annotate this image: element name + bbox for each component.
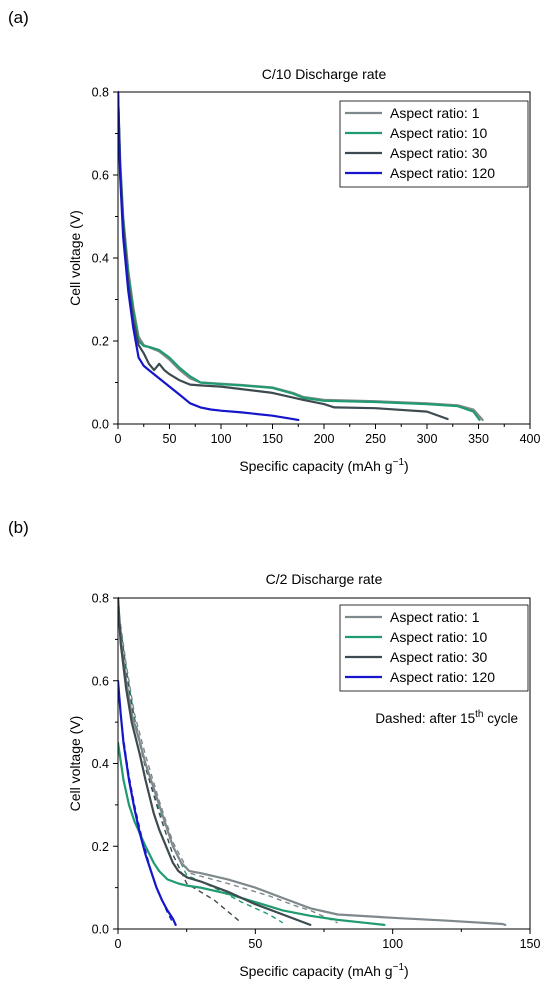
dashed-series-line-3 [118,688,174,924]
x-tick-label: 50 [163,432,177,446]
chart-title: C/2 Discharge rate [266,571,383,587]
legend: Aspect ratio: 1 Aspect ratio: 10 Aspect ra… [339,100,529,188]
dashed-series-line-0 [118,606,338,924]
legend-entry-label: Aspect ratio: 1 [390,609,480,625]
x-tick-label: 50 [248,937,262,951]
chart-title: C/10 Discharge rate [262,66,387,82]
x-tick-label: 100 [211,432,232,446]
y-tick-label: 0.8 [92,86,109,100]
y-tick-label: 0.0 [92,923,109,937]
legend-entry-label: Aspect ratio: 30 [390,649,487,665]
legend-entry-label: Aspect ratio: 120 [390,165,495,181]
legend-entry-label: Aspect ratio: 10 [390,125,487,141]
series-line-3 [118,90,300,421]
x-axis-label-sup: −1 [393,457,405,468]
x-axis-label-main: Specific capacity (mAh g [239,963,392,979]
chart-panel-a: C/10 Discharge rate 0 50 100 150 200 250 300 350… [67,66,540,474]
dashed-note-main: Dashed: after 15 [375,711,475,726]
dashed-note-sup: th [475,709,483,720]
x-axis-label-sup: −1 [393,962,405,973]
x-tick-label: 150 [520,937,541,951]
y-axis-label: Cell voltage (V) [67,210,83,306]
x-axis-label-end: ) [404,963,409,979]
y-tick-label: 0.6 [92,674,109,688]
dashed-note-end: cycle [483,711,518,726]
x-tick-label: 150 [262,432,283,446]
series-line-0 [118,596,507,927]
y-tick-label: 0.8 [92,592,109,606]
x-tick-label: 100 [382,937,403,951]
legend-entry-label: Aspect ratio: 120 [390,669,495,685]
series-line-1 [118,741,386,927]
dashed-note: Dashed: after 15th cycle [375,709,518,726]
y-tick-label: 0.4 [92,252,109,266]
series-line-2 [118,596,312,927]
x-axis-label-main: Specific capacity (mAh g [239,458,392,474]
x-tick-label: 200 [314,432,335,446]
x-axis-label: Specific capacity (mAh g−1) [239,457,408,474]
x-tick-label: 400 [520,432,541,446]
x-axis-label: Specific capacity (mAh g−1) [239,962,408,979]
legend: Aspect ratio: 1 Aspect ratio: 10 Aspect ra… [339,604,529,692]
y-tick-label: 0.4 [92,757,109,771]
x-axis-label-end: ) [404,458,409,474]
legend-entry-label: Aspect ratio: 1 [390,105,480,121]
x-tick-label: 0 [115,937,122,951]
legend-entry-label: Aspect ratio: 30 [390,145,487,161]
series-line-3 [118,679,177,927]
series-line-2 [118,90,449,421]
y-axis-label: Cell voltage (V) [67,716,83,812]
chart-panel-b: C/2 Discharge rate 0 50 100 150 0.0 0.2 0.4 0.6 0… [67,571,540,979]
y-tick-label: 0.2 [92,335,109,349]
x-tick-label: 300 [417,432,438,446]
y-tick-label: 0.0 [92,418,109,432]
panel-label-a: (a) [8,8,29,27]
series-group [118,90,484,421]
legend-entry-label: Aspect ratio: 10 [390,629,487,645]
series-group [118,596,507,927]
x-tick-label: 250 [365,432,386,446]
y-tick-label: 0.2 [92,840,109,854]
dashed-series-line-2 [118,610,240,922]
legend-box [339,604,529,692]
panel-label-b: (b) [8,518,29,537]
series-line-1 [118,90,481,421]
x-tick-label: 0 [115,432,122,446]
y-tick-label: 0.6 [92,169,109,183]
x-tick-label: 350 [468,432,489,446]
